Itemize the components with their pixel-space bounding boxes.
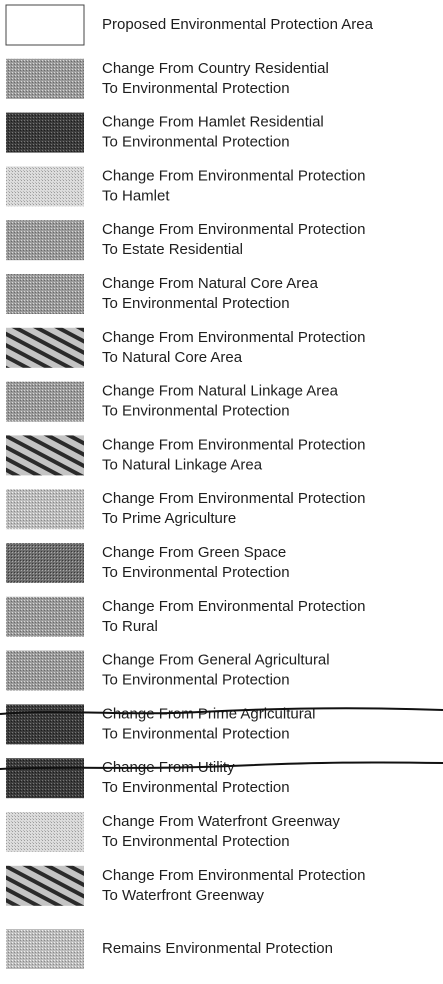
legend-swatch (6, 112, 84, 153)
legend-swatch (6, 327, 84, 368)
legend-swatch (6, 220, 84, 261)
legend-label: To Natural Core Area (102, 349, 243, 366)
legend-label: To Environmental Protection (102, 725, 290, 742)
legend-label: To Environmental Protection (102, 779, 290, 796)
legend-items: Proposed Environmental Protection Area Ch… (5, 4, 374, 969)
legend-label: Change From Waterfront Greenway (102, 813, 340, 830)
legend-label: To Prime Agriculture (102, 510, 236, 527)
legend-label: Change From Environmental Protection (102, 867, 365, 884)
legend-label: Remains Environmental Protection (102, 940, 333, 957)
legend-label: To Hamlet (102, 187, 170, 204)
legend-label: To Estate Residential (102, 241, 243, 258)
legend-label: Change From Natural Core Area (102, 275, 319, 292)
legend-swatch (6, 812, 84, 852)
legend-label: To Environmental Protection (102, 295, 290, 312)
legend-label: Change From Hamlet Residential (102, 114, 324, 131)
legend-label: Change From Environmental Protection (102, 221, 365, 238)
legend-label: To Environmental Protection (102, 564, 290, 581)
legend-label: To Waterfront Greenway (102, 887, 265, 904)
legend-label: Change From Green Space (102, 544, 286, 561)
legend-swatch (6, 929, 84, 969)
legend-label: Change From Natural Linkage Area (102, 383, 339, 400)
legend-swatch (6, 58, 84, 99)
legend-label: Change From Environmental Protection (102, 598, 365, 615)
legend-swatch (6, 435, 84, 476)
hand-drawn-line (0, 761, 443, 770)
legend-label: Change From Country Residential (102, 60, 329, 77)
legend-label: To Natural Linkage Area (102, 456, 263, 473)
legend-label: Change From Environmental Protection (102, 436, 365, 453)
legend-label: To Environmental Protection (102, 833, 290, 850)
legend-swatch (6, 274, 84, 314)
legend-label: To Environmental Protection (102, 403, 290, 420)
legend-swatch (6, 166, 84, 207)
legend-swatch (6, 650, 84, 691)
legend-label: To Environmental Protection (102, 672, 290, 689)
legend-label: To Environmental Protection (102, 134, 290, 151)
legend-swatch (6, 758, 84, 799)
legend-label: Change From Environmental Protection (102, 490, 365, 507)
hand-drawn-line (0, 707, 443, 715)
legend-label: Change From Environmental Protection (102, 329, 365, 346)
legend-label: To Environmental Protection (102, 80, 290, 97)
legend-swatch (6, 543, 84, 583)
legend-label: Change From Environmental Protection (102, 167, 365, 184)
legend-swatch (6, 381, 84, 422)
legend-swatch (6, 489, 84, 530)
legend-swatch (6, 704, 84, 745)
legend-label: Proposed Environmental Protection Area (102, 16, 374, 33)
legend-swatch (5, 4, 85, 46)
legend-swatch (6, 596, 84, 637)
legend-label: To Rural (102, 618, 158, 635)
legend-swatch (6, 865, 84, 906)
legend-label: Change From General Agricultural (102, 652, 330, 669)
